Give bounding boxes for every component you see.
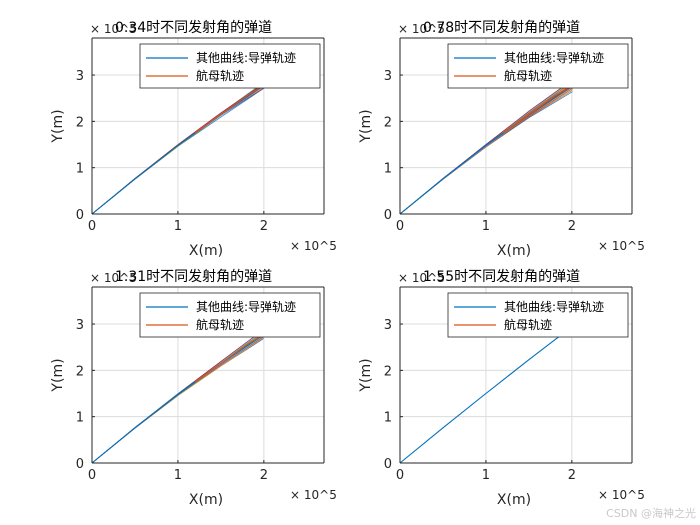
x-tick-label: 0	[396, 468, 404, 483]
y-tick-label: 3	[384, 318, 392, 333]
legend-label: 航母轨迹	[504, 68, 552, 83]
y-tick-label: 1	[384, 162, 392, 177]
legend-label: 其他曲线:导弹轨迹	[504, 51, 604, 65]
legend-label: 航母轨迹	[504, 317, 552, 332]
y-tick-label: 0	[76, 208, 84, 223]
x-axis-label: X(m)	[189, 492, 223, 508]
y-tick-label: 0	[384, 457, 392, 472]
x-exponent-label: × 10^5	[598, 239, 645, 253]
y-axis-label: Y(m)	[50, 358, 66, 392]
legend-label: 其他曲线:导弹轨迹	[196, 300, 296, 314]
legend-label: 其他曲线:导弹轨迹	[196, 51, 296, 65]
x-exponent-label: × 10^5	[598, 488, 645, 502]
x-exponent-label: × 10^5	[290, 239, 337, 253]
x-tick-label: 2	[568, 219, 576, 234]
legend-box	[139, 43, 321, 89]
panel-title: 0.78时不同发射角的弹道	[423, 20, 580, 36]
legend-box	[139, 292, 321, 338]
legend-label: 航母轨迹	[196, 68, 244, 83]
y-tick-label: 1	[76, 162, 84, 177]
legend-label: 航母轨迹	[196, 317, 244, 332]
x-tick-label: 1	[482, 219, 490, 234]
y-tick-label: 3	[76, 69, 84, 84]
carrier-trajectory-line	[194, 333, 265, 383]
y-axis-label: Y(m)	[358, 358, 374, 392]
x-tick-label: 2	[260, 219, 268, 234]
x-axis-label: X(m)	[189, 243, 223, 259]
y-tick-label: 1	[384, 411, 392, 426]
y-tick-label: 2	[384, 115, 392, 130]
missile-trajectory-line	[399, 332, 564, 464]
carrier-trajectory-line	[194, 84, 265, 134]
y-tick-label: 3	[384, 69, 392, 84]
y-exponent-label: × 10^5	[398, 271, 445, 285]
x-tick-label: 0	[396, 219, 404, 234]
x-tick-label: 2	[568, 468, 576, 483]
x-tick-label: 2	[260, 468, 268, 483]
y-axis-label: Y(m)	[50, 109, 66, 143]
panel-title: 0.34时不同发射角的弹道	[115, 20, 272, 36]
y-tick-label: 1	[76, 411, 84, 426]
y-axis-label: Y(m)	[358, 109, 374, 143]
x-tick-label: 1	[482, 468, 490, 483]
y-tick-label: 0	[384, 208, 392, 223]
y-tick-label: 3	[76, 318, 84, 333]
y-tick-label: 2	[384, 364, 392, 379]
y-exponent-label: × 10^5	[90, 22, 137, 36]
x-tick-label: 1	[174, 468, 182, 483]
y-exponent-label: × 10^5	[90, 271, 137, 285]
legend-box	[447, 292, 629, 338]
y-exponent-label: × 10^5	[398, 22, 445, 36]
y-tick-label: 2	[76, 115, 84, 130]
panel-title: 1.55时不同发射角的弹道	[423, 269, 580, 285]
y-tick-label: 2	[76, 364, 84, 379]
legend-label: 其他曲线:导弹轨迹	[504, 300, 604, 314]
x-tick-label: 0	[88, 219, 96, 234]
x-exponent-label: × 10^5	[290, 488, 337, 502]
legend-box	[447, 43, 629, 89]
x-axis-label: X(m)	[497, 492, 531, 508]
x-axis-label: X(m)	[497, 243, 531, 259]
watermark: CSDN @海神之光	[606, 507, 696, 520]
carrier-trajectory-line	[502, 84, 573, 134]
x-tick-label: 0	[88, 468, 96, 483]
y-tick-label: 0	[76, 457, 84, 472]
x-tick-label: 1	[174, 219, 182, 234]
panel-title: 1.31时不同发射角的弹道	[115, 269, 272, 285]
